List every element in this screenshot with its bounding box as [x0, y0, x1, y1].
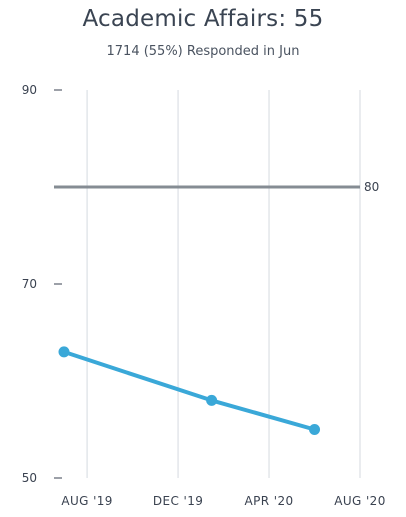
chart-subtitle: 1714 (55%) Responded in Jun: [106, 44, 300, 59]
data-point[interactable]: [206, 394, 218, 406]
reference-line-label: 80: [364, 180, 379, 194]
x-tick-label: AUG '20: [334, 494, 385, 508]
x-tick-label: AUG '19: [61, 494, 112, 508]
x-tick-label: DEC '19: [153, 494, 203, 508]
data-point[interactable]: [309, 424, 321, 435]
data-point[interactable]: [58, 346, 70, 358]
y-tick-label: 70: [22, 277, 37, 291]
series-line: [62, 349, 317, 432]
chart-title: Academic Affairs: 55: [82, 6, 324, 32]
y-tick-label: 50: [22, 471, 37, 485]
x-tick-label: APR '20: [245, 494, 294, 508]
y-tick-label: 90: [22, 83, 37, 97]
